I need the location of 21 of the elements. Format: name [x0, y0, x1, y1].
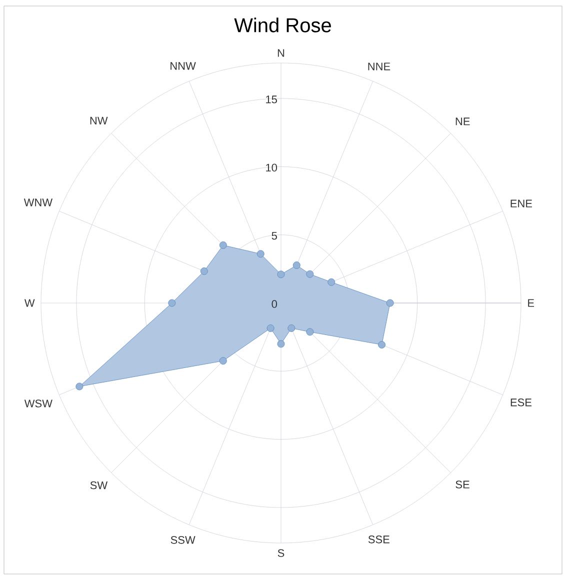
spoke-label: SW — [90, 481, 108, 490]
y-tick-label: 0 — [272, 300, 278, 308]
y-tick-label: 5 — [272, 232, 277, 240]
spoke-label: ENE — [510, 200, 532, 208]
spoke-label: W — [24, 299, 35, 307]
spoke-label: ESE — [510, 398, 532, 406]
spoke-label: WNW — [24, 198, 53, 206]
spoke-label: NW — [90, 116, 108, 124]
spoke-label: WSW — [24, 400, 52, 408]
spoke-label: E — [528, 299, 534, 307]
spoke-label: SSW — [170, 536, 196, 544]
spoke-label: S — [278, 549, 284, 557]
spoke-label: SE — [456, 480, 470, 488]
spoke-label: SSE — [368, 536, 390, 544]
y-tick-label: 15 — [266, 96, 277, 104]
spoke-label: N — [278, 49, 284, 57]
spoke-label: NNE — [368, 62, 390, 70]
y-tick-label: 10 — [266, 164, 278, 172]
chart-title: Wind Rose — [234, 18, 331, 32]
spoke-label: NE — [456, 118, 470, 126]
spoke-label: NNW — [170, 62, 196, 70]
